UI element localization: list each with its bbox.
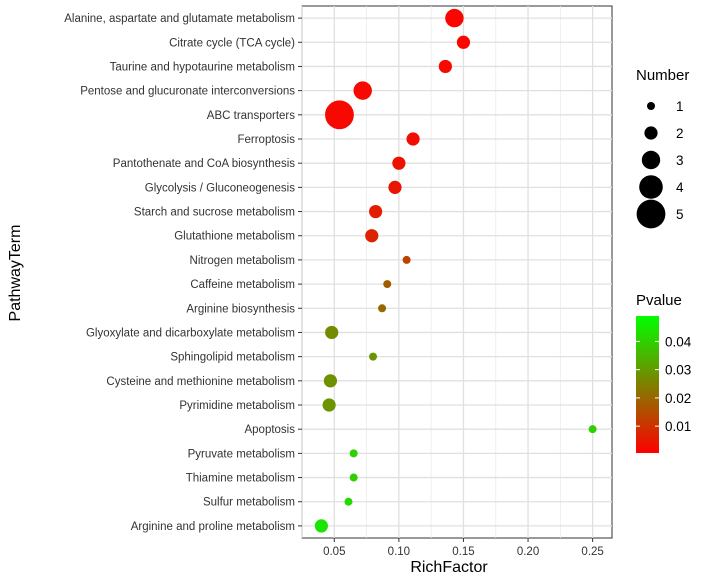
data-point [365, 229, 379, 243]
data-point [369, 204, 383, 219]
color-legend-label: 0.02 [665, 391, 691, 406]
color-legend-label: 0.04 [665, 334, 692, 349]
y-tick-label: Apoptosis [244, 424, 295, 436]
y-tick-label: Citrate cycle (TCA cycle) [169, 37, 295, 49]
data-point [438, 59, 452, 74]
data-points [314, 8, 597, 533]
y-tick-label: Glyoxylate and dicarboxylate metabolism [86, 327, 295, 339]
y-tick-label: Alanine, aspartate and glutamate metabol… [64, 13, 295, 25]
y-tick-label: Arginine and proline metabolism [131, 521, 295, 533]
data-point [325, 325, 339, 340]
data-point [406, 132, 420, 146]
color-legend-label: 0.03 [665, 363, 691, 378]
panel-border [301, 5, 613, 539]
y-tick-label: Arginine biosynthesis [186, 303, 295, 315]
y-tick-label: Pyruvate metabolism [188, 448, 295, 460]
data-point [349, 449, 358, 458]
size-legend-key [647, 102, 655, 110]
plot-panel [301, 5, 613, 539]
color-legend-label: 0.01 [665, 419, 691, 434]
y-tick-label: Ferroptosis [237, 134, 295, 146]
size-legend-label: 5 [676, 207, 684, 222]
size-legend-key [644, 126, 658, 140]
x-tick-label: 0.20 [517, 546, 539, 558]
size-legend-label: 1 [676, 99, 684, 114]
data-point [456, 35, 471, 49]
y-tick-label: Starch and sucrose metabolism [134, 207, 295, 219]
data-point [378, 304, 387, 313]
y-tick-label: ABC transporters [207, 110, 295, 122]
color-legend: Pvalue 0.01 0.02 0.03 0.04 [636, 292, 692, 453]
y-axis-title: PathwayTerm [7, 225, 24, 322]
y-tick-label: Taurine and hypotaurine metabolism [110, 61, 295, 73]
y-tick-label: Pantothenate and CoA biosynthesis [113, 158, 295, 170]
x-tick-label: 0.05 [323, 546, 345, 558]
size-legend-key [641, 150, 661, 170]
size-legend-key [639, 175, 663, 199]
y-tick-label: Nitrogen metabolism [190, 255, 295, 267]
y-tick-label: Cysteine and methionine metabolism [106, 376, 295, 388]
data-point [322, 398, 336, 412]
x-tick-labels: 0.05 0.10 0.15 0.20 0.25 [323, 538, 604, 558]
data-point [402, 255, 411, 264]
data-point [588, 425, 597, 434]
data-point [445, 8, 464, 28]
y-tick-label: Sulfur metabolism [203, 497, 295, 509]
color-legend-bar [636, 316, 659, 453]
size-legend-key [636, 199, 666, 229]
y-tick-label: Sphingolipid metabolism [170, 352, 295, 364]
x-tick-label: 0.25 [581, 546, 603, 558]
data-point [383, 280, 392, 289]
data-point [369, 352, 378, 361]
size-legend-label: 2 [676, 126, 684, 141]
y-tick-label: Glutathione metabolism [174, 231, 295, 243]
y-tick-label: Thiamine metabolism [186, 473, 295, 485]
y-tick-labels: Alanine, aspartate and glutamate metabol… [64, 13, 302, 533]
x-tick-label: 0.15 [452, 546, 474, 558]
data-point [388, 180, 402, 194]
data-point [314, 519, 328, 533]
y-tick-label: Glycolysis / Gluconeogenesis [145, 182, 295, 194]
size-legend: Number 1 2 3 4 5 [636, 67, 689, 229]
data-point [323, 374, 338, 388]
data-point [344, 497, 353, 506]
size-legend-label: 3 [676, 153, 684, 168]
y-tick-label: Pyrimidine metabolism [179, 400, 295, 412]
data-point [392, 156, 406, 170]
size-legend-label: 4 [676, 180, 684, 195]
data-point [349, 473, 358, 482]
color-legend-title: Pvalue [636, 292, 682, 309]
y-tick-label: Pentose and glucuronate interconversions [80, 86, 295, 98]
data-point [353, 81, 372, 100]
x-axis-title: RichFactor [410, 559, 488, 576]
x-tick-label: 0.10 [388, 546, 410, 558]
size-legend-title: Number [636, 67, 689, 84]
data-point [325, 100, 354, 130]
y-tick-label: Caffeine metabolism [190, 279, 295, 291]
